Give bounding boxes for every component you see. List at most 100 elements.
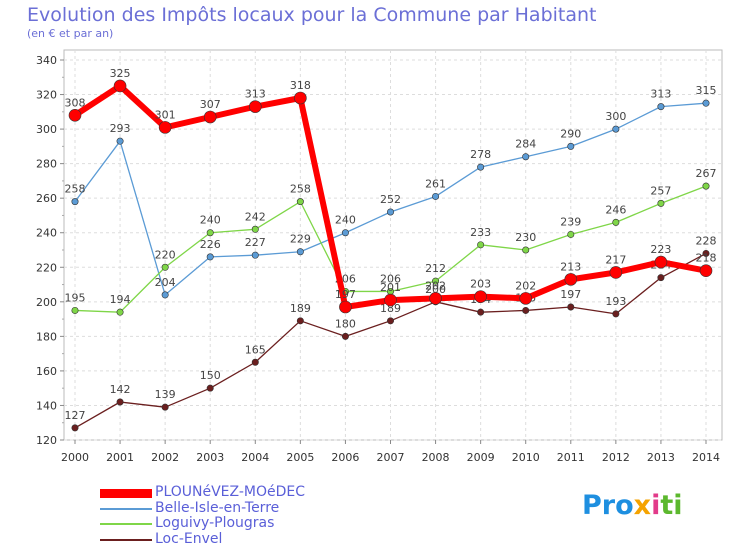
data-point — [71, 198, 79, 206]
legend-swatch — [100, 488, 152, 498]
data-label: 218 — [696, 252, 717, 265]
data-label: 257 — [650, 184, 671, 197]
data-point — [567, 303, 575, 311]
y-tick-label: 180 — [36, 330, 57, 343]
x-tick-label: 2008 — [422, 451, 450, 464]
data-label: 223 — [650, 243, 671, 256]
data-label: 204 — [155, 276, 176, 289]
data-point — [477, 163, 485, 171]
data-point — [699, 264, 713, 278]
logo-part-4: ti — [660, 490, 683, 521]
data-label: 206 — [380, 272, 401, 285]
data-point — [654, 255, 668, 269]
data-label: 239 — [560, 215, 581, 228]
proxiti-logo: Proxiti — [582, 490, 683, 521]
data-point — [203, 110, 217, 124]
data-label: 213 — [560, 260, 581, 273]
data-point — [161, 263, 169, 271]
data-point — [341, 229, 349, 237]
data-label: 193 — [605, 295, 626, 308]
data-point — [474, 290, 487, 303]
legend-label: Loc-Envel — [155, 530, 223, 547]
x-tick-label: 2003 — [196, 451, 224, 464]
data-point — [567, 142, 575, 150]
data-point — [522, 153, 530, 161]
legend-swatch — [100, 538, 152, 541]
x-tick-label: 2009 — [467, 451, 495, 464]
y-tick-label: 200 — [36, 296, 57, 309]
data-point — [116, 308, 124, 316]
data-label: 226 — [200, 238, 221, 251]
data-point — [294, 91, 307, 105]
data-point — [206, 253, 214, 261]
data-point — [68, 108, 82, 122]
x-tick-label: 2001 — [106, 451, 134, 464]
data-point — [386, 317, 394, 325]
data-point — [251, 251, 259, 259]
data-label: 325 — [110, 67, 131, 80]
x-tick-label: 2006 — [331, 451, 359, 464]
data-label: 201 — [380, 281, 401, 294]
data-label: 233 — [470, 226, 491, 239]
y-tick-label: 220 — [36, 261, 57, 274]
data-label: 300 — [605, 110, 626, 123]
data-label: 150 — [200, 369, 221, 382]
x-tick-label: 2004 — [241, 451, 269, 464]
data-point — [702, 249, 710, 257]
data-point — [477, 308, 485, 316]
data-label: 230 — [515, 231, 536, 244]
data-label: 240 — [200, 214, 221, 227]
x-tick-label: 2012 — [602, 451, 630, 464]
logo-part-2: x — [633, 490, 652, 521]
data-label: 315 — [696, 84, 717, 97]
data-point — [113, 79, 127, 93]
data-label: 165 — [245, 343, 266, 356]
data-label: 180 — [335, 317, 356, 330]
data-label: 318 — [290, 79, 311, 92]
plot-area — [63, 49, 723, 441]
legend-label: PLOUNéVEZ-MOéDEC — [155, 484, 306, 500]
data-label: 197 — [560, 288, 581, 301]
data-point — [296, 248, 304, 256]
y-tick-label: 320 — [36, 89, 57, 102]
data-point — [702, 99, 710, 107]
y-tick-label: 340 — [36, 54, 57, 67]
legend-label: Loguivy-Plougras — [155, 515, 275, 531]
data-point — [564, 273, 578, 286]
data-label: 293 — [110, 122, 131, 135]
data-label: 195 — [65, 291, 86, 304]
data-point — [609, 266, 623, 279]
x-tick-label: 2002 — [151, 451, 179, 464]
data-label: 307 — [200, 98, 221, 111]
data-label: 308 — [65, 96, 86, 109]
data-point — [519, 292, 533, 305]
x-tick-label: 2007 — [377, 451, 405, 464]
data-point — [384, 293, 397, 307]
data-point — [657, 103, 665, 111]
y-tick-label: 300 — [36, 123, 57, 136]
logo-part-1: Pro — [582, 490, 634, 521]
y-tick-label: 120 — [36, 434, 57, 447]
data-point — [206, 229, 214, 237]
data-label: 313 — [650, 88, 671, 101]
chart-subtitle: (en € et par an) — [27, 27, 114, 40]
data-point — [612, 310, 620, 318]
x-tick-label: 2014 — [692, 451, 720, 464]
data-label: 203 — [470, 278, 491, 291]
data-point — [161, 291, 169, 299]
data-label: 189 — [380, 302, 401, 315]
data-label: 284 — [515, 138, 536, 151]
data-label: 197 — [335, 288, 356, 301]
data-label: 202 — [425, 279, 446, 292]
data-point — [702, 182, 710, 190]
x-tick-label: 2013 — [647, 451, 675, 464]
data-label: 217 — [605, 253, 626, 266]
data-point — [341, 332, 349, 340]
data-point — [386, 208, 394, 216]
data-point — [296, 198, 304, 206]
data-label: 142 — [110, 383, 131, 396]
data-point — [567, 230, 575, 238]
legend-swatch — [100, 523, 152, 525]
data-label: 127 — [65, 409, 86, 422]
